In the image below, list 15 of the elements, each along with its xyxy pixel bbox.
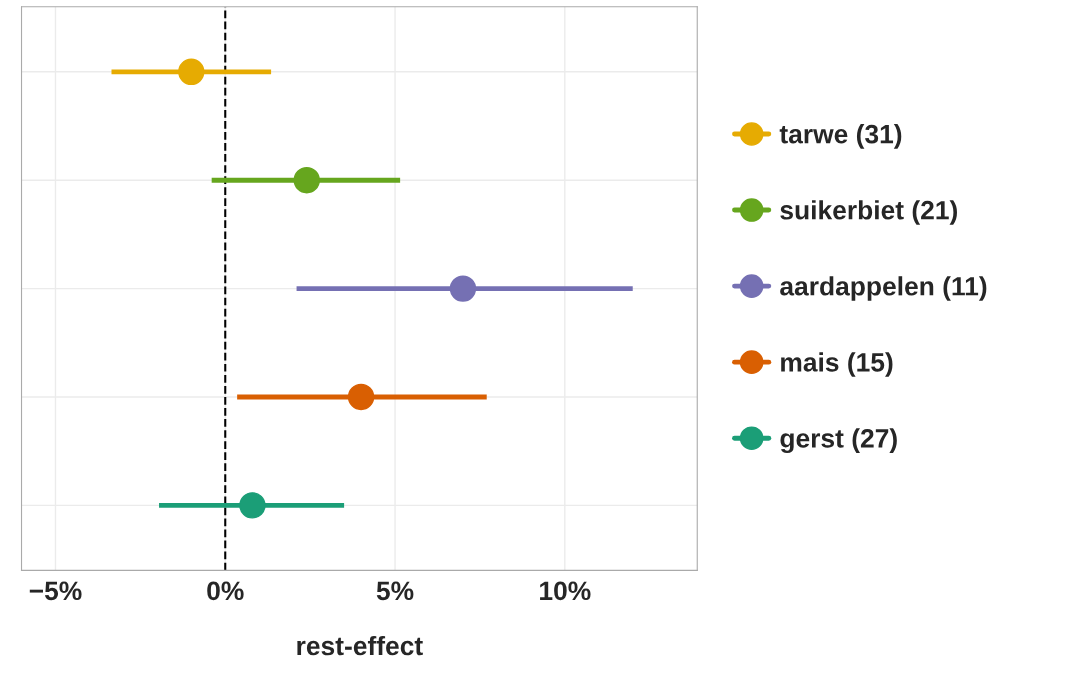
x-tick-label: 10%: [540, 581, 591, 601]
legend-label: suikerbiet (21): [780, 200, 957, 225]
point: [347, 383, 375, 411]
x-tick-label: 0%: [207, 581, 244, 601]
legend-label: tarwe (31): [779, 124, 902, 149]
point: [178, 58, 205, 86]
x-axis-title: rest-effect: [297, 635, 423, 656]
point: [293, 167, 320, 194]
point: [449, 275, 477, 302]
legend-label: gerst (27): [780, 428, 897, 454]
x-tick-label: −5%: [29, 581, 82, 601]
point: [239, 492, 266, 519]
x-tick-label: 5%: [376, 581, 414, 601]
legend-label: mais (15): [781, 352, 893, 377]
legend-label: aardappelen (11): [780, 276, 987, 301]
